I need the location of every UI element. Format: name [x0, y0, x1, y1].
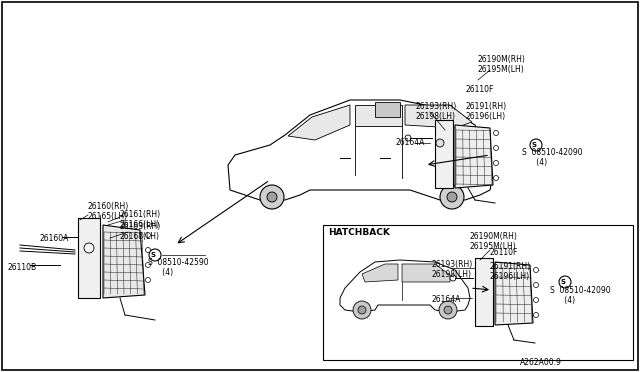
Circle shape [493, 131, 499, 135]
Text: S  08510-42590
      (4): S 08510-42590 (4) [148, 258, 209, 278]
Circle shape [534, 282, 538, 288]
Circle shape [534, 267, 538, 273]
Text: 26164A: 26164A [395, 138, 424, 147]
Circle shape [436, 139, 444, 147]
Circle shape [493, 176, 499, 180]
Circle shape [267, 192, 277, 202]
Bar [78, 218, 100, 298]
Text: S  08510-42090
      (4): S 08510-42090 (4) [522, 148, 582, 167]
Bar [323, 225, 633, 360]
Circle shape [493, 160, 499, 166]
Text: HATCHBACK: HATCHBACK [328, 228, 390, 237]
Text: 26161(RH)
26166(LH): 26161(RH) 26166(LH) [120, 210, 161, 230]
Circle shape [534, 298, 538, 302]
Text: 26160(RH)
26165(LH): 26160(RH) 26165(LH) [88, 202, 129, 221]
Circle shape [534, 312, 538, 317]
Circle shape [145, 247, 150, 253]
Bar [375, 102, 400, 117]
Circle shape [358, 306, 366, 314]
Bar [435, 120, 453, 188]
Circle shape [84, 243, 94, 253]
Circle shape [145, 263, 150, 267]
Circle shape [444, 306, 452, 314]
Text: S: S [150, 252, 156, 258]
Text: 26163(RH)
26168(LH): 26163(RH) 26168(LH) [120, 222, 161, 241]
Circle shape [559, 276, 571, 288]
Polygon shape [362, 264, 398, 282]
Text: 26193(RH)
26198(LH): 26193(RH) 26198(LH) [432, 260, 473, 279]
Text: 26193(RH)
26198(LH): 26193(RH) 26198(LH) [415, 102, 456, 121]
Circle shape [353, 301, 371, 319]
Text: 26190M(RH)
26195M(LH): 26190M(RH) 26195M(LH) [470, 232, 518, 251]
Polygon shape [405, 105, 472, 128]
Circle shape [145, 278, 150, 282]
Text: 26191(RH)
26196(LH): 26191(RH) 26196(LH) [465, 102, 506, 121]
Text: A262A00.9: A262A00.9 [520, 358, 562, 367]
Bar [475, 258, 493, 326]
Text: 26191(RH)
26196(LH): 26191(RH) 26196(LH) [490, 262, 531, 281]
Polygon shape [288, 105, 350, 140]
Circle shape [145, 232, 150, 237]
Text: 26110F: 26110F [490, 248, 518, 257]
Text: S: S [561, 279, 566, 285]
Polygon shape [402, 264, 450, 282]
Circle shape [260, 185, 284, 209]
Text: 26190M(RH)
26195M(LH): 26190M(RH) 26195M(LH) [478, 55, 526, 74]
Text: S  08510-42090
      (4): S 08510-42090 (4) [550, 286, 611, 305]
Circle shape [450, 275, 456, 281]
Circle shape [405, 135, 411, 141]
Polygon shape [103, 225, 145, 298]
Text: 26164A: 26164A [432, 295, 461, 304]
Text: 26110F: 26110F [465, 85, 493, 94]
Text: 26160A: 26160A [40, 234, 69, 243]
Polygon shape [455, 125, 493, 188]
Polygon shape [495, 262, 533, 325]
Circle shape [447, 192, 457, 202]
Circle shape [493, 145, 499, 151]
Circle shape [439, 301, 457, 319]
Text: 26110B: 26110B [8, 263, 37, 272]
Circle shape [530, 139, 542, 151]
Text: S: S [531, 142, 536, 148]
Circle shape [149, 249, 161, 261]
Polygon shape [355, 105, 402, 126]
Circle shape [440, 185, 464, 209]
